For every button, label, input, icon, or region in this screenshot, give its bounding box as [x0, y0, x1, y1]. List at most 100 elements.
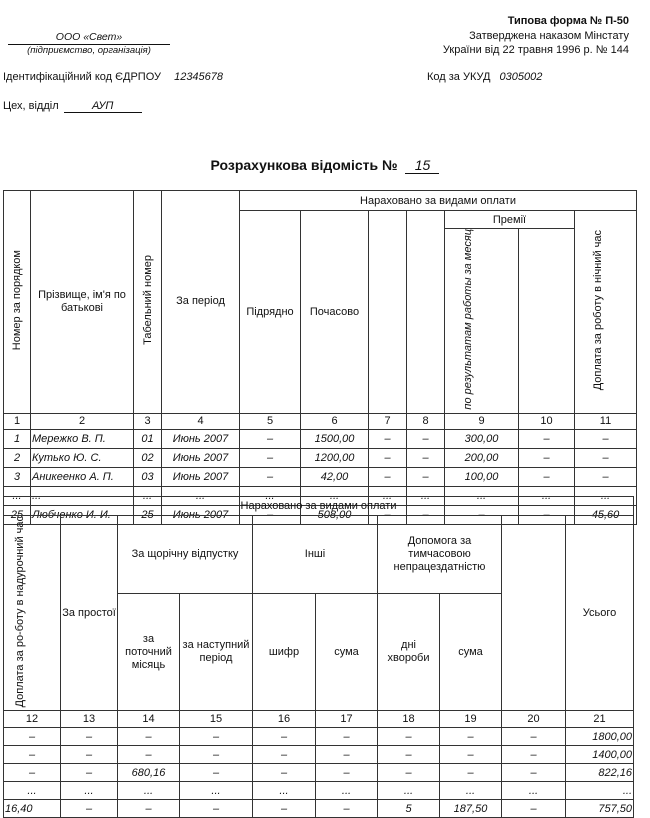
sheet-title-label: Розрахункова відомість № — [210, 157, 398, 173]
col-header-row-number: Номер за порядком — [3, 190, 31, 414]
ukud-label: Код за УКУД — [427, 71, 491, 83]
table-cell: – — [117, 799, 180, 818]
sheet-title: Розрахункова відомість № 15 — [0, 157, 650, 174]
column-number: 16 — [252, 710, 316, 729]
table-cell: – — [368, 466, 407, 487]
table-cell: – — [3, 763, 61, 783]
table-cell: – — [439, 745, 502, 765]
col-header-vacation-next: за наступний період — [179, 592, 253, 712]
table-cell: – — [439, 727, 502, 747]
table-cell: 01 — [133, 428, 162, 449]
table-cell: – — [315, 727, 378, 747]
col-header-monthly-bonus: по результатам работы за месяц — [444, 228, 519, 414]
col-header-8 — [406, 210, 445, 414]
col-header-other-sum: сума — [315, 592, 378, 712]
table-cell: 3 — [3, 466, 31, 487]
column-number: 14 — [117, 710, 180, 729]
table-cell: – — [377, 727, 440, 747]
col-header-hourly: Почасово — [300, 210, 369, 414]
table-cell: 42,00 — [300, 466, 369, 487]
column-number: 2 — [30, 412, 134, 430]
table-cell: – — [406, 447, 445, 468]
form-title: Типова форма № П-50 — [507, 15, 629, 27]
column-number: 17 — [315, 710, 378, 729]
column-number: 5 — [239, 412, 301, 430]
table-cell: 300,00 — [444, 428, 519, 449]
table-row: .............................. — [3, 781, 635, 801]
table-cell: – — [501, 727, 566, 747]
table-cell: – — [179, 763, 253, 783]
payroll-table-2: Нараховано за видами оплати Доплата за р… — [2, 496, 635, 818]
table-cell: – — [501, 799, 566, 818]
table-cell: – — [501, 763, 566, 783]
col-header-10 — [518, 228, 575, 414]
col-header-tab-number: Табельний номер — [133, 190, 162, 414]
group-header-vacation: За щорічну відпустку — [117, 515, 253, 594]
group-header-bonuses: Премії — [444, 210, 575, 229]
edrpou-value: 12345678 — [174, 71, 224, 83]
table-cell: – — [315, 745, 378, 765]
column-number: 12 — [3, 710, 61, 729]
table-row: 3 Аникеенко А. П. 03 Июнь 2007–42,00– –100,0… — [3, 466, 638, 487]
table-cell: – — [377, 745, 440, 765]
table-cell: ... — [564, 781, 635, 801]
column-number: 20 — [501, 710, 566, 729]
table-cell: 16,40 — [3, 799, 61, 818]
table-cell: ... — [439, 781, 502, 801]
column-number: 19 — [439, 710, 502, 729]
column-number: 6 — [300, 412, 369, 430]
column-number: 15 — [179, 710, 253, 729]
table-cell: – — [573, 447, 638, 468]
table-cell: – — [315, 799, 378, 818]
table-cell: 100,00 — [444, 466, 519, 487]
table-row: 1 Мережко В. П. 01 Июнь 2007–1500,00– –300,0… — [3, 428, 638, 449]
table-cell: Июнь 2007 — [161, 447, 240, 468]
table-cell: ... — [117, 781, 180, 801]
table-cell: – — [439, 763, 502, 783]
table-row: 16,40– – – – –5 187,50–757,50 — [3, 799, 635, 818]
table-row: 2 Кутько Ю. С. 02 Июнь 2007–1200,00– –200,00… — [3, 447, 638, 468]
table-cell: – — [117, 727, 180, 747]
edrpou-label: Ідентифікаційний код ЄДРПОУ — [3, 71, 162, 83]
table-cell: 1500,00 — [300, 428, 369, 449]
table-cell: – — [368, 447, 407, 468]
table-cell: – — [501, 745, 566, 765]
table-cell: 2 — [3, 447, 31, 468]
ukud-value: 0305002 — [499, 71, 543, 83]
approval-line-1: Затверджена наказом Мінстату — [469, 30, 629, 42]
table-cell: – — [518, 466, 575, 487]
col-header-overtime: Доплата за ро-боту в надурочний час — [3, 514, 61, 712]
column-number: 21 — [564, 710, 635, 729]
column-number: 13 — [60, 710, 118, 729]
payroll-table-1: Номер за порядком Прізвище, ім'я по бать… — [3, 190, 638, 525]
table-cell: – — [60, 799, 118, 818]
table-cell: – — [239, 447, 301, 468]
approval-line-2: України від 22 травня 1996 р. № 144 — [442, 44, 629, 56]
table-cell: ... — [252, 781, 316, 801]
col-header-other-code: шифр — [252, 592, 316, 712]
table-cell: – — [60, 727, 118, 747]
table-cell: 1200,00 — [300, 447, 369, 468]
table-cell: – — [3, 727, 61, 747]
table-cell: 02 — [133, 447, 162, 468]
column-number: 7 — [368, 412, 407, 430]
table-cell: Аникеенко А. П. — [30, 466, 134, 487]
table-cell: – — [406, 428, 445, 449]
table-cell: – — [573, 466, 638, 487]
table-cell: – — [3, 745, 61, 765]
table-cell: – — [179, 799, 253, 818]
table-cell: – — [239, 466, 301, 487]
table-cell: Июнь 2007 — [161, 428, 240, 449]
table-cell: ... — [3, 781, 61, 801]
col-header-sick-days: дні хвороби — [377, 592, 440, 712]
table-cell: 1800,00 — [564, 727, 635, 747]
table-cell: 1400,00 — [564, 745, 635, 765]
col-header-sick-sum: сума — [439, 592, 502, 712]
column-number: 3 — [133, 412, 162, 430]
organization-name: ООО «Свет» — [8, 31, 170, 45]
col-header-20 — [501, 514, 566, 712]
table-cell: – — [60, 745, 118, 765]
table-cell: – — [239, 428, 301, 449]
column-number: 9 — [444, 412, 519, 430]
col-header-full-name: Прізвище, ім'я по батькові — [30, 190, 134, 414]
